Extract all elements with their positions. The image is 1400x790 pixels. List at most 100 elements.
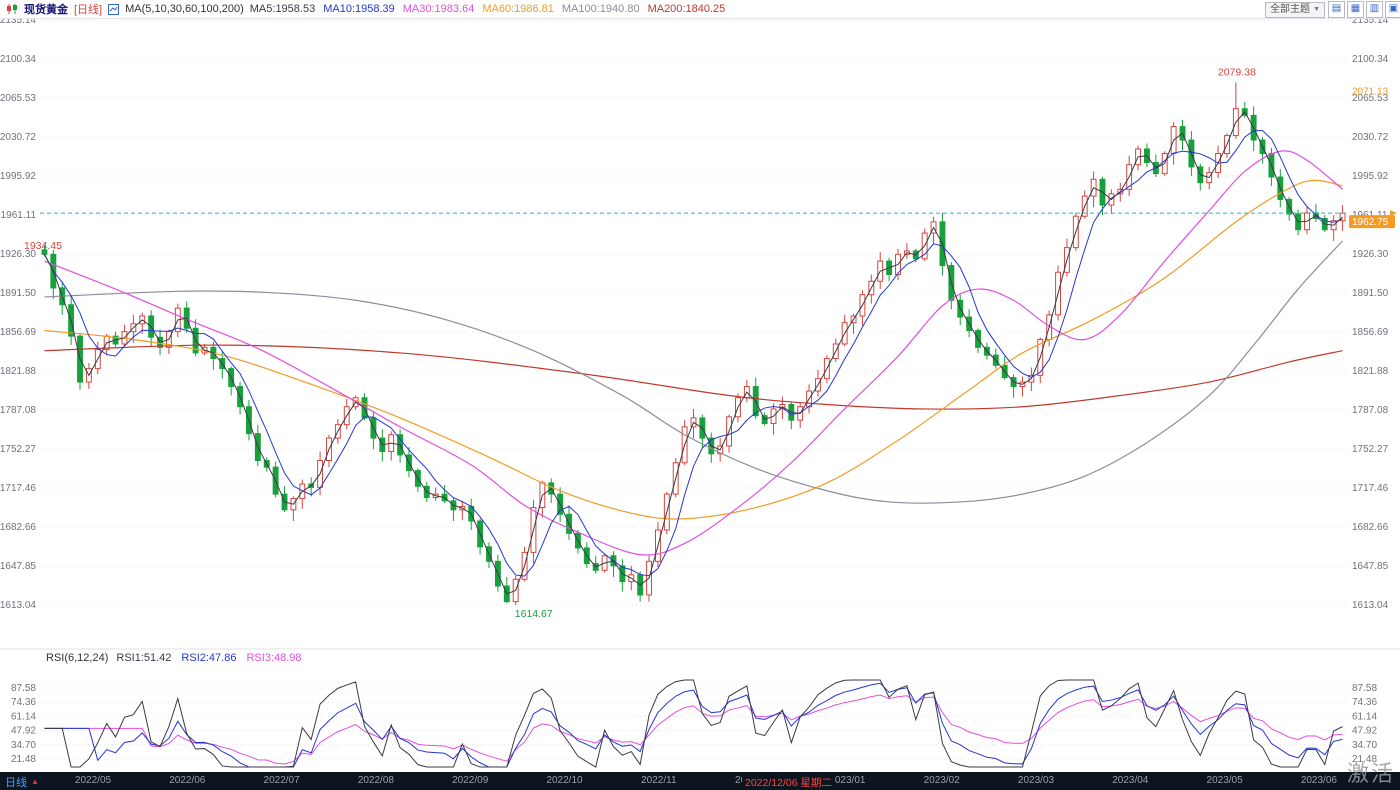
rsi-legend-item: RSI2:47.86 bbox=[181, 652, 237, 664]
time-axis-label: 2023/05 bbox=[1206, 775, 1243, 786]
rsi-axis-label-right: 74.36 bbox=[1352, 697, 1377, 708]
chevron-down-icon: ▼ bbox=[1313, 5, 1320, 13]
time-axis-label: 2022/09 bbox=[452, 775, 489, 786]
price-axis-label-right: 1787.08 bbox=[1352, 405, 1389, 416]
swing-annotation: 2079.38 bbox=[1218, 66, 1256, 78]
candlestick-icon bbox=[6, 3, 18, 15]
rsi-axis-label-right: 21.48 bbox=[1352, 754, 1377, 765]
price-axis-label-left: 1717.46 bbox=[0, 483, 36, 494]
ma5-line bbox=[44, 111, 1343, 595]
price-axis-label-left: 1821.88 bbox=[0, 366, 36, 377]
ma100-line bbox=[44, 240, 1343, 504]
last-price-arrow-icon bbox=[1390, 210, 1397, 217]
price-axis-label-left: 1787.08 bbox=[0, 405, 36, 416]
rsi-axis-label-left: 74.36 bbox=[11, 697, 36, 708]
ma10-line bbox=[44, 130, 1343, 577]
rsi1-line bbox=[44, 679, 1343, 768]
indicator-icon bbox=[108, 3, 120, 15]
ma-legend-item: MA100:1940.80 bbox=[561, 3, 640, 15]
rsi-axis-label-right: 34.70 bbox=[1352, 740, 1377, 751]
swing-annotation: 1934.45 bbox=[24, 240, 62, 252]
ma-legend-item: MA60:1986.81 bbox=[482, 3, 554, 15]
price-axis-label-left: 1613.04 bbox=[0, 600, 36, 611]
time-axis-label: 2023/06 bbox=[1300, 775, 1337, 786]
price-axis-label-right: 1752.27 bbox=[1352, 444, 1389, 455]
price-axis-label-left: 1926.30 bbox=[0, 249, 36, 260]
price-axis-label-right: 1821.88 bbox=[1352, 366, 1389, 377]
price-axis-label-left: 2065.53 bbox=[0, 93, 36, 104]
rsi-axis-label-right: 87.58 bbox=[1352, 683, 1377, 694]
header-bar: 现货黄金 [日线] MA(5,10,30,60,100,200) MA5:195… bbox=[0, 0, 1400, 19]
ma-legend-item: MA5:1958.53 bbox=[249, 3, 316, 15]
time-axis-label: 2022/11 bbox=[641, 775, 677, 786]
layout-full-icon[interactable]: ▣ bbox=[1385, 1, 1400, 18]
ma-settings-label[interactable]: MA(5,10,30,60,100,200) bbox=[125, 3, 244, 15]
price-axis-label-right: 2135.14 bbox=[1352, 15, 1389, 26]
price-axis-label-right: 1682.66 bbox=[1352, 522, 1389, 533]
price-axis-label-left: 1856.69 bbox=[0, 327, 36, 338]
price-axis-label-left: 1647.85 bbox=[0, 561, 36, 572]
ma-legend-item: MA200:1840.25 bbox=[647, 3, 726, 15]
last-price-tag-text: 1962.75 bbox=[1352, 217, 1389, 228]
tab-arrow-icon: ▲ bbox=[31, 777, 39, 786]
time-axis-label: 2022/06 bbox=[169, 775, 206, 786]
rsi-legend: RSI(6,12,24) RSI1:51.42 RSI2:47.86 RSI3:48.… bbox=[46, 652, 312, 664]
theme-dropdown-label: 全部主题 bbox=[1270, 3, 1311, 15]
price-axis-label-right: 2065.53 bbox=[1352, 93, 1389, 104]
price-axis-label-left: 1682.66 bbox=[0, 522, 36, 533]
period-label: [日线] bbox=[74, 4, 103, 16]
price-axis-label-left: 2135.14 bbox=[0, 15, 36, 26]
price-axis-label-right: 1891.50 bbox=[1352, 288, 1389, 299]
time-axis-label: 2023/04 bbox=[1112, 775, 1149, 786]
time-axis-label: 2022/10 bbox=[546, 775, 583, 786]
rsi3-line bbox=[44, 694, 1343, 765]
period-tab[interactable]: 日线 ▲ bbox=[5, 774, 39, 790]
time-axis-label: 2022/07 bbox=[263, 775, 300, 786]
swing-annotation: 1614.67 bbox=[515, 608, 553, 620]
watermark: 激活 bbox=[1346, 761, 1395, 786]
ma30-line bbox=[44, 150, 1343, 556]
price-axis-label-left: 2030.72 bbox=[0, 132, 36, 143]
theme-dropdown[interactable]: 全部主题 ▼ bbox=[1265, 1, 1325, 18]
time-axis-label: 2023/02 bbox=[923, 775, 960, 786]
layout-split-icon[interactable]: ▦ bbox=[1347, 1, 1364, 18]
price-axis-label-right: 1995.92 bbox=[1352, 171, 1389, 182]
rsi-axis-label-right: 47.92 bbox=[1352, 726, 1377, 737]
price-axis-label-right: 1926.30 bbox=[1352, 249, 1389, 260]
rsi-axis-label-left: 87.58 bbox=[11, 683, 36, 694]
symbol-title: 现货黄金 bbox=[24, 4, 68, 16]
rsi-axis-label-left: 21.48 bbox=[11, 754, 36, 765]
price-axis-label-right: 2030.72 bbox=[1352, 132, 1389, 143]
price-chart-svg: 2135.14 2135.14 2100.34 2100.34 2065.53 2065.… bbox=[0, 15, 1400, 768]
layout-grid-icon[interactable]: ▤ bbox=[1328, 1, 1345, 18]
chart-plot-area[interactable] bbox=[40, 20, 1347, 752]
ma-legend: MA5:1958.53 MA10:1958.39 MA30:1983.64 MA60:… bbox=[250, 3, 733, 15]
time-axis-bar: 日线 ▲ 2022/05 2022/06 2022/07 2022/08 2022/09… bbox=[0, 772, 1400, 790]
price-alert-tag-text: 2071.13 bbox=[1352, 87, 1389, 98]
price-axis-label-right: 1717.46 bbox=[1352, 483, 1389, 494]
price-axis-label-left: 1891.50 bbox=[0, 288, 36, 299]
rsi-legend-item: RSI3:48.98 bbox=[246, 652, 302, 664]
price-axis-label-left: 1995.92 bbox=[0, 171, 36, 182]
crosshair-date-label: 2022/12/06 星期二 bbox=[742, 774, 835, 790]
rsi-axis-label-left: 47.92 bbox=[11, 726, 36, 737]
price-axis-label-left: 1961.11 bbox=[1, 210, 37, 221]
last-price-tag bbox=[1349, 215, 1395, 229]
rsi-settings-label[interactable]: RSI(6,12,24) bbox=[46, 652, 109, 664]
price-axis-label-left: 1752.27 bbox=[0, 444, 36, 455]
time-axis-label: 2022/08 bbox=[357, 775, 394, 786]
price-axis-label-right: 1613.04 bbox=[1352, 600, 1389, 611]
rsi-axis-label-left: 34.70 bbox=[11, 740, 36, 751]
time-axis-label: 2022/05 bbox=[74, 775, 112, 786]
header-controls: 全部主题 ▼ ▤ ▦ ▥ ▣ bbox=[1265, 1, 1400, 18]
period-tab-label: 日线 bbox=[5, 777, 27, 789]
rsi-axis-label-left: 61.14 bbox=[11, 711, 36, 722]
ma-legend-item: MA10:1958.39 bbox=[323, 3, 395, 15]
rsi-axis-label-right: 61.14 bbox=[1352, 711, 1377, 722]
price-axis-label-right: 2100.34 bbox=[1352, 54, 1389, 65]
ma60-line bbox=[44, 179, 1343, 520]
rsi-values: RSI1:51.42 RSI2:47.86 RSI3:48.98 bbox=[116, 652, 311, 664]
price-axis-label-right: 1647.85 bbox=[1352, 561, 1389, 572]
layout-buttons: ▤ ▦ ▥ ▣ bbox=[1328, 1, 1400, 18]
layout-columns-icon[interactable]: ▥ bbox=[1366, 1, 1383, 18]
